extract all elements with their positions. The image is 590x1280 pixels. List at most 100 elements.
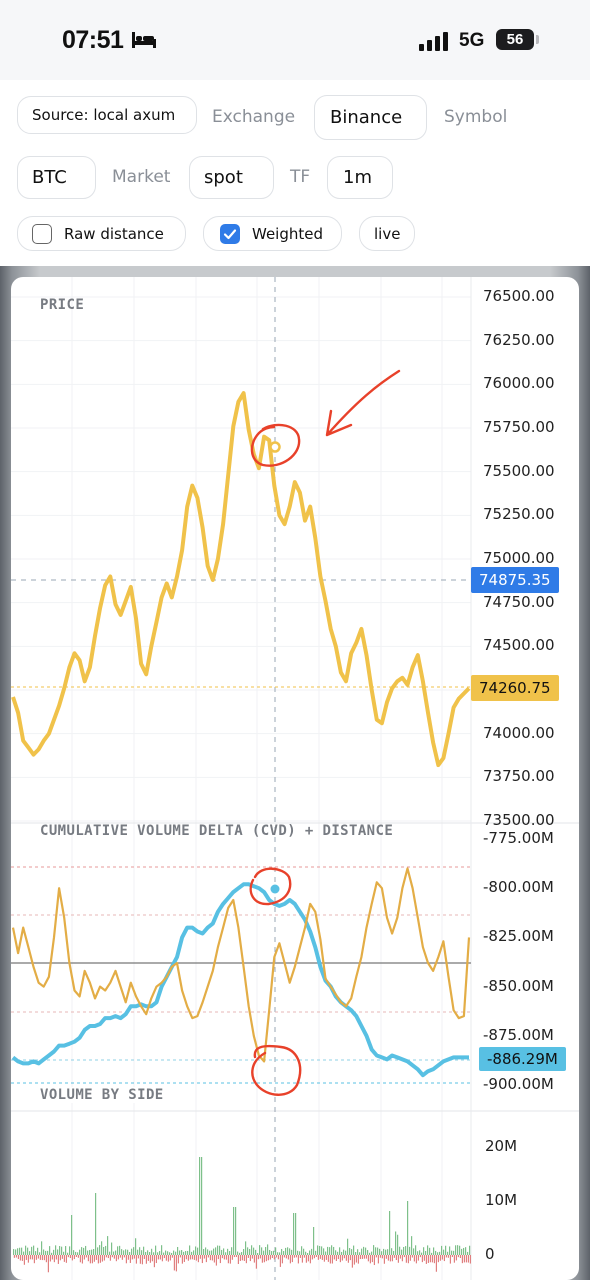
volume-sell-bar [17,1255,19,1259]
volume-sell-bar [361,1255,363,1259]
volume-sell-bar [401,1255,403,1262]
volume-buy-bar [393,1250,395,1255]
raw-distance-toggle[interactable]: Raw distance [17,216,186,251]
volume-sell-bar [329,1255,331,1264]
source-pill[interactable]: Source: local axum [17,96,197,134]
volume-buy-bar [35,1251,37,1255]
volume-buy-bar [61,1246,63,1255]
price-crosshair-dot [269,441,281,453]
volume-buy-bar [259,1245,261,1255]
volume-buy-bar [397,1234,399,1255]
annotation-circle-price-peak [250,423,301,467]
price-tick-label: 74750.00 [483,592,555,611]
volume-buy-bar [309,1250,311,1255]
volume-buy-bar [433,1247,435,1255]
live-button[interactable]: live [359,216,415,251]
volume-buy-bar [187,1250,189,1255]
timeframe-select[interactable]: 1m [327,156,393,199]
volume-buy-bar [83,1247,85,1255]
volume-buy-bar [59,1246,61,1255]
volume-buy-bar [189,1245,191,1255]
volume-buy-bar [177,1246,179,1255]
volume-sell-bar [429,1255,431,1263]
volume-sell-bar [467,1255,469,1263]
exchange-select[interactable]: Binance [314,95,427,140]
volume-buy-bar [275,1247,277,1255]
volume-sell-bar [175,1255,177,1272]
volume-buy-bar [469,1245,471,1255]
volume-buy-bar [329,1247,331,1255]
volume-buy-bar [401,1249,403,1255]
volume-buy-bar [385,1249,387,1255]
volume-sell-bar [83,1255,85,1260]
cvd-last-badge: -886.29M [479,1047,566,1071]
volume-buy-bar [43,1249,45,1255]
volume-buy-bar [459,1245,461,1255]
volume-buy-bar [267,1244,269,1255]
volume-sell-bar [147,1255,149,1261]
volume-sell-bar [97,1255,99,1264]
weighted-toggle[interactable]: Weighted [203,216,342,251]
volume-buy-bar [375,1247,377,1255]
volume-sell-bar [419,1255,421,1258]
volume-sell-bar [391,1255,393,1262]
symbol-input[interactable]: BTC [17,156,96,199]
volume-sell-bar [47,1255,49,1273]
chart-card[interactable]: PRICE CUMULATIVE VOLUME DELTA (CVD) + DI… [11,277,579,1280]
volume-sell-bar [105,1255,107,1258]
volume-sell-bar [453,1255,455,1263]
volume-buy-bar [13,1249,15,1255]
raw-distance-checkbox[interactable] [32,223,52,244]
volume-sell-bar [13,1255,15,1258]
volume-buy-bar [97,1247,99,1255]
volume-buy-bar [293,1213,295,1255]
source-label: Source: local axum [32,106,176,124]
volume-buy-bar [435,1250,437,1255]
volume-buy-bar [387,1249,389,1255]
volume-buy-bar [139,1247,141,1255]
status-bar: 07:51 5G 56 [0,0,590,80]
volume-buy-bar [355,1252,357,1255]
volume-buy-bar [413,1248,415,1255]
volume-sell-bar [21,1255,23,1261]
volume-sell-bar [203,1255,205,1259]
volume-sell-bar [77,1255,79,1258]
volume-buy-bar [185,1251,187,1255]
volume-sell-bar [271,1255,273,1259]
battery-icon: 56 [496,29,534,50]
chart-canvas[interactable] [11,277,579,1280]
volume-sell-bar [257,1255,259,1260]
volume-buy-bar [315,1250,317,1255]
volume-buy-bar [447,1251,449,1255]
volume-buy-bar [389,1211,391,1255]
volume-buy-bar [101,1241,103,1255]
cvd-tick-label: -875.00M [483,1025,554,1044]
volume-sell-bar [389,1255,391,1262]
volume-sell-bar [43,1255,45,1261]
price-tick-label: 76500.00 [483,287,555,305]
volume-sell-bar [205,1255,207,1263]
volume-sell-bar [285,1255,287,1259]
volume-buy-bar [157,1252,159,1255]
volume-sell-bar [225,1255,227,1260]
volume-buy-bar [195,1246,197,1255]
battery-level: 56 [506,31,524,48]
volume-sell-bar [117,1255,119,1260]
volume-sell-bar [431,1255,433,1263]
volume-sell-bar [27,1255,29,1263]
volume-sell-bar [411,1255,413,1258]
volume-sell-bar [379,1255,381,1258]
volume-sell-bar [371,1255,373,1263]
volume-buy-bar [295,1213,297,1255]
volume-sell-bar [49,1255,51,1262]
volume-buy-bar [143,1246,145,1255]
volume-buy-bar [231,1247,233,1255]
market-select[interactable]: spot [189,156,274,199]
volume-buy-bar [371,1251,373,1255]
weighted-checkbox[interactable] [220,223,240,244]
volume-buy-bar [437,1252,439,1255]
volume-sell-bar [369,1255,371,1264]
volume-sell-bar [301,1255,303,1263]
volume-sell-bar [237,1255,239,1264]
price-line [11,391,471,768]
